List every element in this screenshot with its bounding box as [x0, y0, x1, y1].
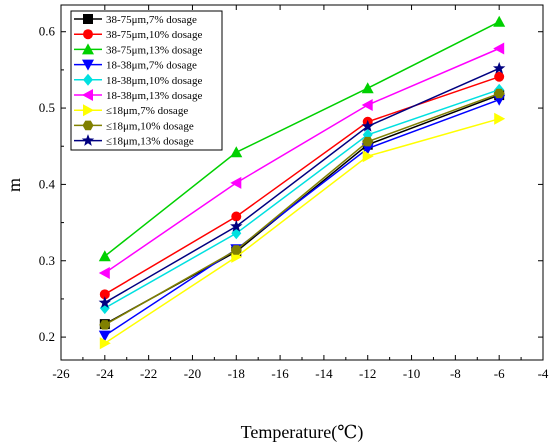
x-tick-label: -14 — [315, 366, 333, 381]
legend-marker — [81, 134, 95, 146]
legend-item: 38-75μm,10% dosage — [74, 29, 202, 41]
data-point — [493, 61, 506, 74]
series — [99, 88, 505, 330]
data-point — [98, 330, 111, 342]
x-tick-label: -20 — [184, 366, 201, 381]
legend-item: 18-38μm,10% dosage — [74, 73, 202, 87]
data-point — [494, 71, 505, 82]
legend-item: 38-75μm,13% dosage — [74, 43, 202, 56]
legend-item: ≤18μm,10% dosage — [74, 120, 194, 132]
y-tick-label: 0.5 — [39, 100, 55, 115]
data-point — [230, 245, 242, 255]
legend-marker — [82, 43, 94, 55]
data-point — [98, 296, 111, 308]
legend-label: 38-75μm,10% dosage — [106, 29, 202, 41]
legend-marker — [82, 120, 94, 131]
series-line — [104, 92, 500, 326]
y-axis-title: m — [4, 178, 24, 192]
series-line — [104, 47, 500, 274]
y-axis: 0.2 0.3 0.4 0.5 0.6 — [39, 24, 543, 344]
data-point — [493, 42, 505, 55]
series-line — [104, 88, 500, 309]
y-tick-label: 0.4 — [39, 176, 56, 191]
legend-label: ≤18μm,7% dosage — [106, 105, 188, 117]
data-point — [230, 176, 242, 189]
data-point — [494, 112, 506, 125]
legend-item: ≤18μm,13% dosage — [74, 134, 194, 148]
data-point — [361, 82, 374, 94]
x-tick-label: -8 — [450, 366, 461, 381]
data-point — [231, 211, 242, 222]
series-line — [104, 98, 500, 337]
legend-marker — [83, 104, 94, 117]
legend-label: ≤18μm,13% dosage — [106, 136, 194, 148]
data-point — [98, 267, 110, 279]
data-point — [98, 250, 111, 262]
x-tick-label: -18 — [228, 366, 245, 381]
x-axis: -26 -24 -22 -20 -18 -16 -14 -12 -10 -8 -6 -4 — [52, 5, 549, 381]
series-line — [104, 76, 500, 295]
series — [98, 42, 505, 279]
legend-marker — [83, 14, 93, 24]
data-point — [493, 15, 506, 27]
data-point — [99, 289, 110, 300]
data-point — [361, 119, 374, 132]
x-tick-label: -10 — [403, 366, 420, 381]
series-line — [104, 21, 500, 257]
series — [99, 112, 506, 350]
legend-label: 18-38μm,10% dosage — [106, 75, 202, 87]
legend-marker — [83, 73, 93, 86]
data-point — [361, 143, 374, 155]
legend: 38-75μm,7% dosage 38-75μm,10% dosage 38-75… — [70, 10, 223, 151]
data-point — [230, 219, 243, 232]
y-tick-label: 0.3 — [39, 253, 55, 268]
data-point — [493, 88, 505, 99]
legend-item: ≤18μm,7% dosage — [74, 104, 188, 117]
x-tick-label: -16 — [271, 366, 289, 381]
x-tick-label: -6 — [494, 366, 505, 381]
series — [98, 61, 506, 308]
x-tick-label: -26 — [52, 366, 70, 381]
data-point — [362, 150, 374, 163]
data-point — [361, 99, 373, 111]
x-axis-title: Temperature(℃) — [241, 422, 364, 443]
legend-label: ≤18μm,10% dosage — [106, 120, 194, 132]
legend-label: 38-75μm,7% dosage — [106, 14, 197, 26]
data-point — [230, 146, 243, 158]
series-layer — [98, 15, 506, 350]
legend-marker — [82, 89, 93, 101]
x-tick-label: -24 — [96, 366, 114, 381]
legend-label: 38-75μm,13% dosage — [106, 44, 202, 56]
x-tick-label: -22 — [140, 366, 157, 381]
x-tick-label: -4 — [538, 366, 549, 381]
y-tick-label: 0.2 — [39, 329, 55, 344]
x-tick-label: -12 — [359, 366, 376, 381]
legend-label: 18-38μm,7% dosage — [106, 60, 197, 72]
data-point — [99, 320, 111, 330]
legend-item: 18-38μm,7% dosage — [74, 59, 197, 72]
series-line — [104, 118, 500, 344]
legend-marker — [82, 59, 94, 71]
legend-label: 18-38μm,13% dosage — [106, 90, 202, 102]
series-line — [104, 67, 500, 304]
y-tick-label: 0.6 — [39, 24, 56, 39]
data-point — [99, 337, 111, 350]
legend-item: 38-75μm,7% dosage — [74, 14, 197, 26]
legend-marker — [83, 29, 93, 40]
data-point — [362, 136, 374, 147]
legend-item: 18-38μm,13% dosage — [74, 89, 202, 102]
series — [98, 15, 506, 262]
